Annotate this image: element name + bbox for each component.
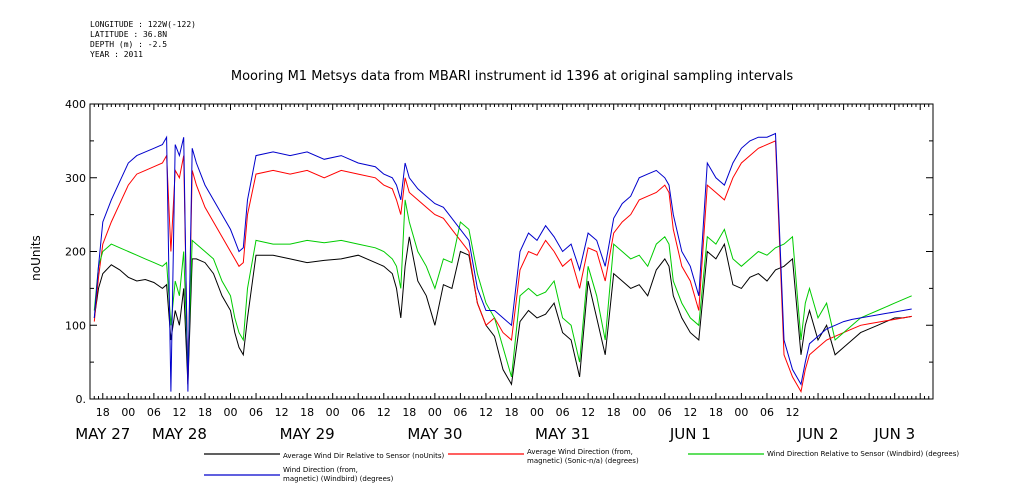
x-tick-label: 06 xyxy=(249,406,263,419)
x-date-label: MAY 31 xyxy=(535,425,590,443)
series-group xyxy=(93,132,912,394)
legend-label: Average Wind Dir Relative to Sensor (noU… xyxy=(283,452,444,460)
legend-label: magnetic) (Windbird) (degrees) xyxy=(283,475,394,483)
x-date-label: JUN 3 xyxy=(873,425,915,443)
x-date-label: JUN 1 xyxy=(669,425,711,443)
x-tick-label: 06 xyxy=(453,406,467,419)
x-tick-label: 12 xyxy=(683,406,697,419)
x-tick-label: 06 xyxy=(351,406,365,419)
y-axis: 0. 100 200 300 400 xyxy=(65,98,933,406)
x-tick-label: 00 xyxy=(326,406,340,419)
y-tick-label: 300 xyxy=(65,172,86,185)
x-tick-label: 12 xyxy=(377,406,391,419)
x-axis: 18 00 06 12 18 00 06 12 18 00 06 12 18 00 06 12 18 00 06 12… xyxy=(75,104,934,443)
x-tick-label: 18 xyxy=(300,406,314,419)
x-date-label: JUN 2 xyxy=(797,425,839,443)
legend-label: Wind Direction (from, xyxy=(283,466,358,474)
meta-depth: DEPTH (m) : -2.5 xyxy=(90,40,168,49)
x-tick-label: 00 xyxy=(632,406,646,419)
x-tick-label: 06 xyxy=(147,406,161,419)
x-tick-label: 18 xyxy=(607,406,621,419)
series-line-4 xyxy=(93,132,912,392)
x-tick-label: 12 xyxy=(172,406,186,419)
series-line-1 xyxy=(93,236,912,386)
x-tick-label: 18 xyxy=(402,406,416,419)
x-tick-label: 18 xyxy=(96,406,110,419)
y-axis-label: noUnits xyxy=(29,235,43,281)
meta-longitude: LONGITUDE : 122W(-122) xyxy=(90,20,196,29)
chart-title: Mooring M1 Metsys data from MBARI instru… xyxy=(231,69,793,84)
series-line-2 xyxy=(93,140,912,394)
x-tick-label: 18 xyxy=(198,406,212,419)
x-date-label: MAY 27 xyxy=(75,425,130,443)
legend-label: magnetic) (Sonic-n/a) (degrees) xyxy=(527,457,639,465)
x-tick-label: 12 xyxy=(479,406,493,419)
x-tick-label: 00 xyxy=(428,406,442,419)
metadata-block: LONGITUDE : 122W(-122) LATITUDE : 36.8N … xyxy=(90,20,196,60)
x-tick-label: 12 xyxy=(275,406,289,419)
x-tick-label: 00 xyxy=(224,406,238,419)
x-tick-label: 18 xyxy=(505,406,519,419)
meta-year: YEAR : 2011 xyxy=(90,50,143,59)
legend-label: Wind Direction Relative to Sensor (Windb… xyxy=(767,450,959,458)
x-tick-label: 00 xyxy=(121,406,135,419)
x-tick-label: 18 xyxy=(709,406,723,419)
x-tick-label: 06 xyxy=(556,406,570,419)
y-tick-label: 200 xyxy=(65,246,86,259)
legend-label: Average Wind Direction (from, xyxy=(527,448,633,456)
y-tick-label: 400 xyxy=(65,98,86,111)
y-tick-label: 0. xyxy=(76,393,87,406)
legend: Average Wind Dir Relative to Sensor (noU… xyxy=(204,448,959,483)
y-tick-label: 100 xyxy=(65,319,86,332)
x-tick-label: 12 xyxy=(786,406,800,419)
x-date-label: MAY 30 xyxy=(407,425,462,443)
series-line-3 xyxy=(93,199,912,378)
x-tick-label: 00 xyxy=(734,406,748,419)
x-tick-label: 06 xyxy=(760,406,774,419)
meta-latitude: LATITUDE : 36.8N xyxy=(90,30,168,39)
x-date-label: MAY 29 xyxy=(280,425,335,443)
x-tick-label: 00 xyxy=(530,406,544,419)
x-tick-label: 12 xyxy=(581,406,595,419)
x-date-label: MAY 28 xyxy=(152,425,207,443)
x-tick-label: 06 xyxy=(658,406,672,419)
